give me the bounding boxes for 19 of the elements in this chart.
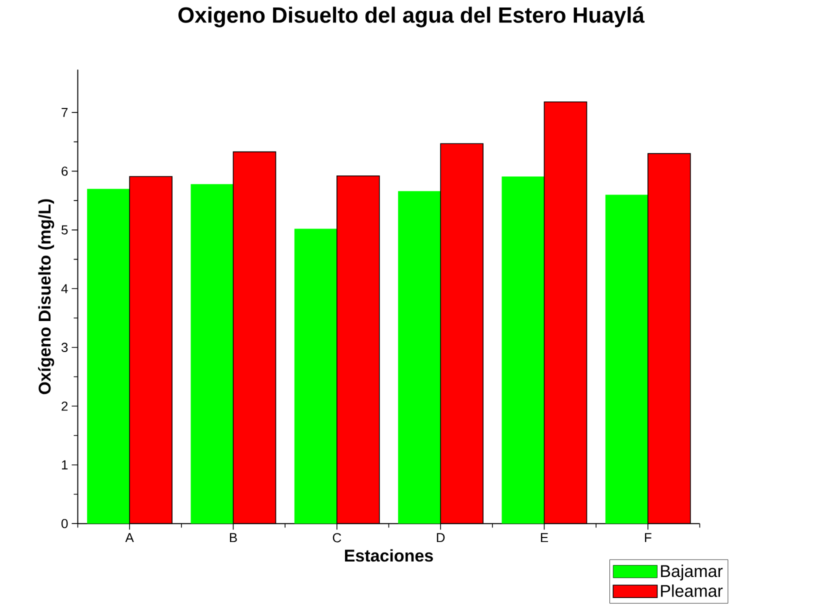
y-tick-label: 2 — [62, 402, 68, 411]
y-tick-label: 5 — [62, 225, 68, 234]
x-tick-label: E — [540, 533, 548, 542]
x-axis-title: Estaciones — [345, 549, 433, 562]
x-tick-label: C — [332, 533, 342, 542]
chart-title: Oxigeno Disuelto del agua del Estero Huaylá — [178, 6, 645, 28]
x-tick-label: A — [125, 533, 134, 542]
y-tick-label: 3 — [61, 342, 68, 352]
x-tick-label: B — [230, 533, 237, 542]
legend-label: Bajamar — [661, 564, 723, 580]
y-tick-label: 6 — [62, 166, 68, 176]
legend-label: Pleamar — [661, 584, 723, 597]
y-tick-label: 7 — [62, 108, 68, 117]
y-axis-title: Oxígeno Disuelto (mg/L) — [38, 199, 54, 394]
y-tick-label: 1 — [62, 460, 68, 470]
y-tick-label: 0 — [61, 518, 68, 528]
x-tick-label: F — [645, 533, 652, 542]
x-tick-label: D — [436, 533, 445, 542]
y-tick-label: 4 — [61, 284, 68, 294]
